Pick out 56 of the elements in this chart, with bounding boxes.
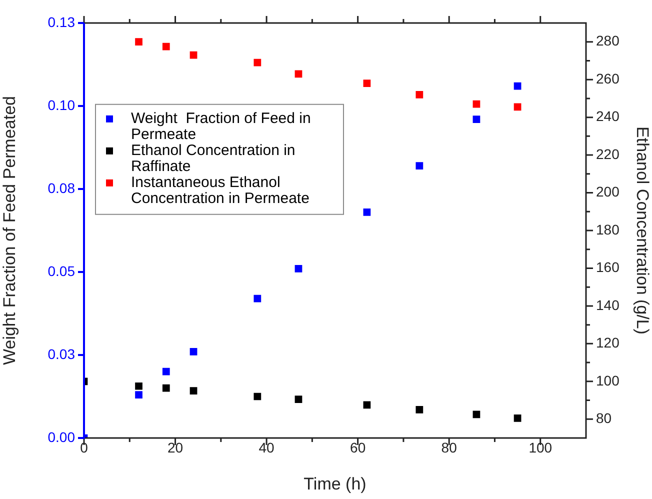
y-tick-label: 0.05 — [48, 262, 76, 279]
y2-tick-label: 100 — [596, 372, 620, 388]
x-tick-label: 0 — [80, 439, 88, 456]
y-tick-label: 0.03 — [48, 346, 76, 362]
y-axis-title: Weight Fraction of Feed Permeated — [0, 96, 19, 365]
y2-tick-label: 220 — [596, 146, 620, 162]
y2-tick-label: 240 — [596, 108, 620, 124]
point — [363, 208, 371, 216]
point — [472, 100, 480, 108]
point — [363, 401, 371, 409]
y2-tick-label: 180 — [596, 221, 620, 238]
y-tick-label: 0.13 — [48, 14, 76, 30]
point — [472, 116, 480, 123]
point — [514, 103, 522, 111]
x-tick-label: 80 — [441, 439, 458, 456]
y2-tick-label: 260 — [596, 70, 620, 86]
y2-tick-label: 120 — [596, 334, 620, 351]
point — [190, 348, 198, 356]
y-tick-label: 0.08 — [48, 180, 76, 196]
point — [254, 58, 262, 66]
point — [135, 38, 142, 46]
point — [190, 51, 198, 59]
y-tick-label: 0.00 — [48, 428, 76, 445]
x-tick-label: 60 — [350, 439, 366, 456]
point — [135, 382, 142, 390]
legend-label: Weight Fraction of Feed in Permeate — [131, 110, 311, 144]
y2-axis-title: Ethanol Concentration (g/L) — [633, 126, 652, 334]
point — [294, 265, 302, 272]
y2-tick-label: 80 — [596, 410, 612, 426]
point — [254, 294, 262, 302]
point — [514, 82, 522, 90]
point — [254, 392, 262, 400]
point — [162, 368, 170, 376]
legend-label: Ethanol Concentration in Raffinate — [131, 142, 296, 176]
point — [363, 80, 371, 88]
x-axis-title: Time (h) — [304, 474, 366, 494]
y-tick-label: 0.10 — [48, 96, 76, 113]
point — [135, 391, 142, 399]
x-tick-label: 40 — [258, 439, 275, 456]
point — [162, 42, 170, 50]
x-tick-label: 20 — [167, 439, 184, 456]
point — [472, 410, 480, 418]
y2-tick-label: 160 — [596, 259, 620, 276]
point — [294, 396, 302, 404]
point — [416, 162, 424, 170]
y2-tick-label: 280 — [596, 32, 620, 49]
point — [514, 414, 522, 422]
x-tick-label: 100 — [528, 439, 552, 456]
point — [294, 70, 302, 78]
y2-tick-label: 140 — [596, 296, 620, 313]
y2-tick-label: 200 — [596, 184, 620, 200]
point — [162, 384, 170, 392]
point — [416, 91, 424, 98]
point — [416, 406, 424, 414]
point — [190, 387, 198, 395]
legend-label: Instantaneous Ethanol Concentration in Permeate — [131, 174, 310, 208]
